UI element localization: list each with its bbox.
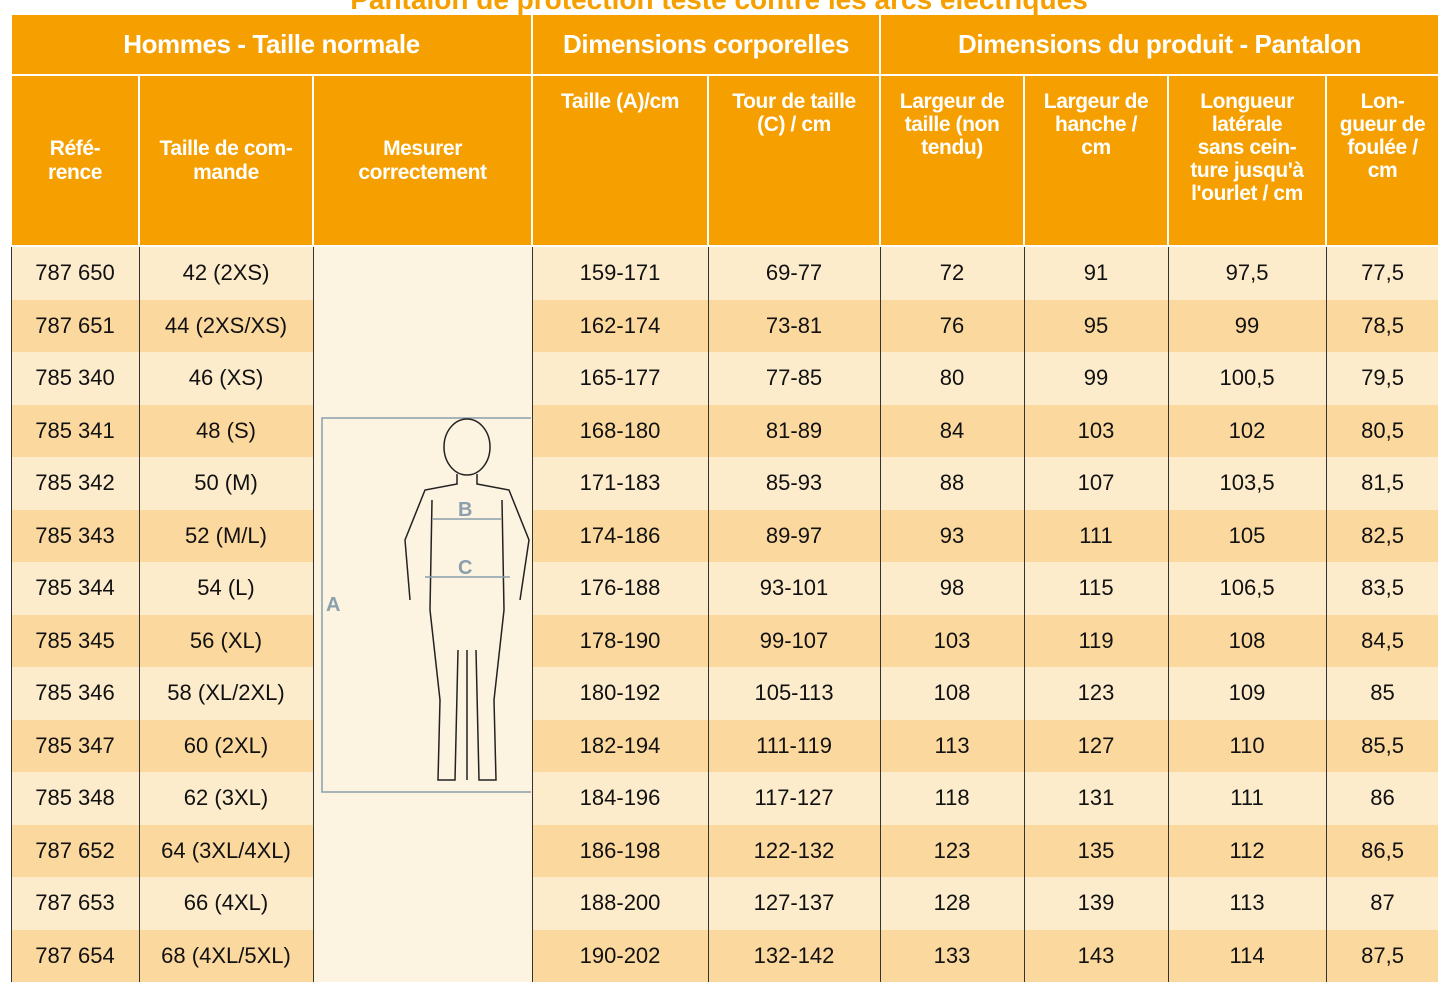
a-bracket [322, 418, 531, 792]
figure-label: C [458, 557, 472, 579]
figure-label: B [458, 499, 472, 521]
figure-label: A [326, 594, 340, 616]
head [444, 419, 490, 475]
